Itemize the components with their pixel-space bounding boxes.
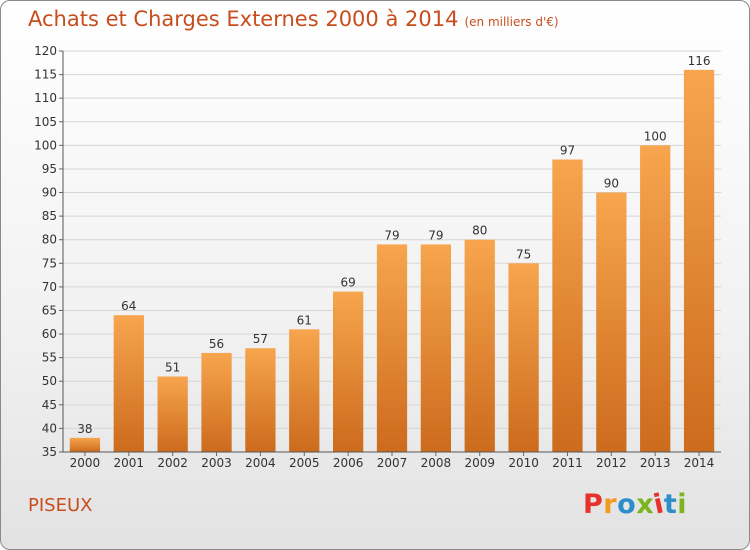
- bar-2001: [113, 315, 144, 452]
- x-tick-label-2008: 2008: [421, 456, 452, 470]
- bar-2012: [596, 192, 627, 452]
- bar-2005: [289, 329, 320, 452]
- value-label-2003: 56: [209, 337, 224, 351]
- y-tick-label: 85: [42, 209, 57, 223]
- bar-2004: [245, 348, 276, 452]
- y-tick-label: 90: [42, 186, 57, 200]
- x-tick-label-2009: 2009: [464, 456, 495, 470]
- bar-2014: [683, 69, 715, 452]
- x-tick-label-2004: 2004: [245, 456, 276, 470]
- y-tick-label: 100: [34, 138, 57, 152]
- value-label-2004: 57: [253, 332, 268, 346]
- logo-letter: o: [617, 489, 637, 520]
- value-label-2010: 75: [516, 247, 531, 261]
- x-tick-label-2007: 2007: [377, 456, 408, 470]
- bar-2011: [552, 159, 583, 452]
- x-tick-label-2014: 2014: [684, 456, 715, 470]
- bars: 38 64 51 56 57 61 69 79 79 80 75 97 90 100 116: [69, 54, 715, 452]
- value-label-2013: 100: [644, 129, 667, 143]
- chart-subtitle: (en milliers d'€): [464, 15, 559, 29]
- x-axis: 2000 2001 2002 2003 2004 2005 2006 2007 2008 2009…: [63, 451, 721, 470]
- value-label-2006: 69: [340, 276, 355, 290]
- bar-2013: [640, 145, 671, 452]
- y-tick-label: 75: [42, 256, 57, 270]
- value-label-2002: 51: [165, 361, 180, 375]
- chart-title-text: Achats et Charges Externes 2000 à 2014: [28, 7, 459, 31]
- logo-letter: r: [603, 489, 618, 520]
- y-tick-label: 120: [34, 44, 57, 58]
- y-tick-label: 35: [42, 445, 57, 459]
- commune-name: PISEUX: [28, 495, 93, 516]
- x-tick-label-2000: 2000: [70, 456, 101, 470]
- chart-title: Achats et Charges Externes 2000 à 2014 (e…: [28, 7, 559, 31]
- y-axis: 35 40 45 50 55 60 65 70 75 80 85 90 95 100 105 110 115 12…: [34, 44, 64, 459]
- y-tick-label: 110: [34, 91, 57, 105]
- bar-2007: [376, 244, 408, 452]
- value-label-2014: 116: [688, 54, 711, 68]
- bar-2003: [201, 352, 232, 452]
- y-tick-label: 45: [42, 398, 57, 412]
- bar-2008: [420, 244, 452, 452]
- y-tick-label: 60: [42, 327, 57, 341]
- bar-2009: [464, 239, 495, 452]
- value-label-2011: 97: [560, 144, 575, 158]
- x-tick-label-2011: 2011: [552, 456, 583, 470]
- value-label-2000: 38: [77, 422, 92, 436]
- bar-2006: [332, 291, 364, 452]
- x-tick-label-2013: 2013: [640, 456, 671, 470]
- x-tick-label-2005: 2005: [289, 456, 320, 470]
- logo-letter: t: [663, 489, 678, 520]
- value-label-2012: 90: [604, 177, 619, 191]
- x-tick-label-2003: 2003: [201, 456, 232, 470]
- y-tick-label: 95: [42, 162, 57, 176]
- value-label-2001: 64: [121, 299, 136, 313]
- logo-letter: x: [636, 489, 655, 520]
- x-tick-label-2010: 2010: [508, 456, 539, 470]
- x-tick-label-2002: 2002: [157, 456, 188, 470]
- logo-letter: P: [583, 489, 604, 520]
- x-tick-label-2001: 2001: [114, 456, 145, 470]
- value-label-2008: 79: [428, 228, 443, 242]
- y-tick-label: 80: [42, 233, 57, 247]
- y-tick-label: 50: [42, 374, 57, 388]
- bar-2002: [157, 376, 188, 452]
- y-tick-label: 55: [42, 351, 57, 365]
- bar-2010: [508, 263, 539, 452]
- y-tick-label: 105: [34, 115, 57, 129]
- y-tick-label: 40: [42, 421, 57, 435]
- x-tick-label-2012: 2012: [596, 456, 627, 470]
- y-tick-label: 65: [42, 303, 57, 317]
- value-label-2007: 79: [384, 228, 399, 242]
- bar-2000: [69, 437, 101, 452]
- logo-letter: i: [677, 489, 688, 520]
- value-label-2009: 80: [472, 224, 487, 238]
- x-tick-label-2006: 2006: [333, 456, 364, 470]
- y-tick-label: 115: [34, 68, 57, 82]
- value-label-2005: 61: [297, 313, 312, 327]
- y-tick-label: 70: [42, 280, 57, 294]
- proxiti-logo: Proxiti: [583, 488, 688, 520]
